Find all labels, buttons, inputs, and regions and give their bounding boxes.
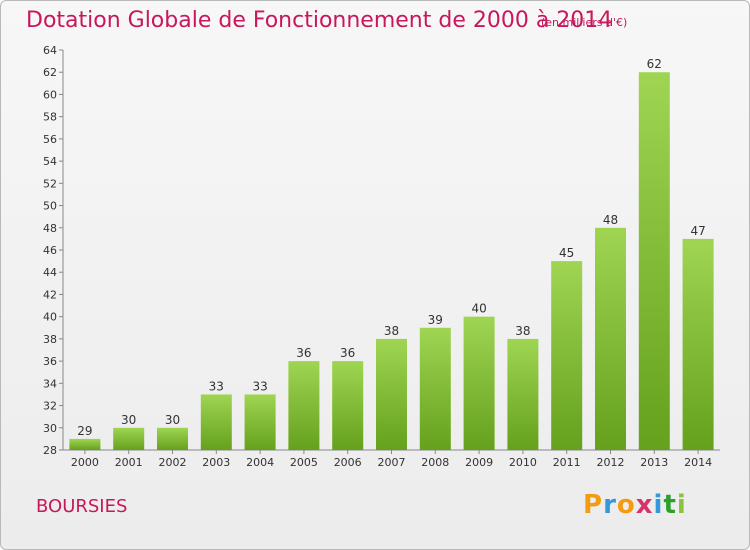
data-label: 36: [296, 346, 311, 360]
data-label: 36: [340, 346, 355, 360]
data-label: 40: [471, 302, 486, 316]
x-tick-label: 2008: [421, 456, 449, 469]
x-tick-label: 2005: [290, 456, 318, 469]
y-tick-label: 44: [43, 266, 57, 279]
chart-subtitle: (en milliers d'€): [541, 16, 628, 29]
bar: [507, 338, 539, 450]
chart-title: Dotation Globale de Fonctionnement de 20…: [26, 8, 613, 33]
x-tick-label: 2013: [640, 456, 668, 469]
bar: [551, 261, 583, 450]
x-tick-label: 2003: [202, 456, 230, 469]
logo-letter: i: [653, 490, 664, 520]
x-tick-label: 2011: [553, 456, 581, 469]
town-name: BOURSIES: [36, 496, 128, 517]
data-label: 29: [77, 424, 92, 438]
logo-letter: x: [635, 490, 654, 520]
x-tick-label: 2007: [378, 456, 406, 469]
x-tick-label: 2001: [115, 456, 143, 469]
y-tick-label: 58: [43, 111, 57, 124]
data-label: 33: [209, 379, 224, 393]
x-tick-label: 2010: [509, 456, 537, 469]
data-label: 38: [384, 324, 399, 338]
data-label: 48: [603, 213, 618, 227]
data-label: 45: [559, 246, 574, 260]
bar: [638, 72, 670, 450]
y-tick-label: 52: [43, 177, 57, 190]
x-tick-label: 2006: [334, 456, 362, 469]
y-tick-label: 60: [43, 88, 57, 101]
y-tick-label: 32: [43, 400, 57, 413]
y-tick-label: 62: [43, 66, 57, 79]
bar: [376, 338, 407, 450]
data-label: 39: [428, 313, 443, 327]
bar: [463, 316, 495, 450]
proxiti-logo[interactable]: Proxiti: [583, 490, 687, 520]
bar: [419, 327, 451, 450]
y-tick-label: 56: [43, 133, 57, 146]
bar: [113, 427, 145, 450]
data-label: 62: [647, 57, 662, 71]
logo-letter: i: [676, 490, 687, 520]
data-label: 47: [690, 224, 705, 238]
y-tick-label: 40: [43, 311, 57, 324]
x-tick-label: 2004: [246, 456, 274, 469]
x-tick-label: 2000: [71, 456, 99, 469]
data-label: 38: [515, 324, 530, 338]
x-tick-label: 2014: [684, 456, 712, 469]
x-tick-label: 2009: [465, 456, 493, 469]
data-label: 33: [252, 379, 267, 393]
bar: [157, 427, 188, 450]
bar: [69, 438, 101, 450]
logo-letter: o: [616, 490, 636, 520]
y-tick-label: 42: [43, 288, 57, 301]
data-label: 30: [165, 413, 180, 427]
bar: [682, 238, 714, 450]
y-tick-label: 46: [43, 244, 57, 257]
logo-letter: r: [603, 490, 617, 520]
logo-letter: t: [663, 490, 677, 520]
y-tick-label: 36: [43, 355, 57, 368]
y-tick-label: 64: [43, 44, 57, 57]
logo-letter: P: [583, 490, 604, 520]
y-tick-label: 30: [43, 422, 57, 435]
bar: [200, 394, 232, 450]
bar: [332, 361, 364, 450]
bar: [595, 227, 626, 450]
data-label: 30: [121, 413, 136, 427]
x-tick-label: 2002: [159, 456, 187, 469]
y-tick-label: 48: [43, 222, 57, 235]
y-tick-label: 38: [43, 333, 57, 346]
bar: [288, 361, 320, 450]
y-tick-label: 54: [43, 155, 57, 168]
bar: [244, 394, 276, 450]
y-tick-label: 28: [43, 444, 57, 457]
y-tick-label: 34: [43, 377, 57, 390]
x-tick-label: 2012: [597, 456, 625, 469]
y-tick-label: 50: [43, 200, 57, 213]
